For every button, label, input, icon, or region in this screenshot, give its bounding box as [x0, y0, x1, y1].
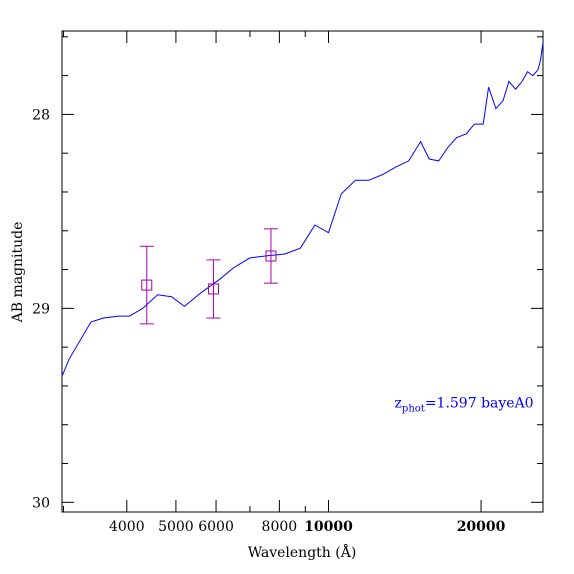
x-axis-title: Wavelength (Å): [248, 543, 357, 561]
annotation-rest: =1.597 bayeA0: [425, 395, 534, 411]
y-tick-label: 30: [32, 495, 50, 511]
tick-labels: 4000 5000 6000 8000 10000 20000 28 29 30: [32, 107, 505, 535]
y-tick-label: 29: [32, 301, 50, 317]
plot-frame: [61, 30, 544, 513]
x-tick-label: 10000: [304, 519, 353, 535]
photoz-annotation: zphot=1.597 bayeA0: [395, 395, 534, 414]
series-layer: [61, 42, 544, 377]
annotation-main: z: [395, 395, 402, 411]
x-tick-label: 6000: [198, 519, 234, 535]
photometry-point: [141, 279, 153, 291]
x-tick-label: 8000: [262, 519, 298, 535]
y-axis-title: AB magnitude: [10, 222, 26, 324]
x-tick-label: 4000: [109, 519, 145, 535]
photometry-point: [207, 283, 219, 295]
x-tick-label: 5000: [158, 519, 194, 535]
sed-template-line: [61, 42, 544, 377]
annotation-subscript: phot: [402, 403, 425, 414]
photometry-point: [265, 250, 277, 262]
y-tick-label: 28: [32, 107, 50, 123]
tick-marks: [62, 31, 543, 512]
x-tick-label: 20000: [457, 519, 506, 535]
